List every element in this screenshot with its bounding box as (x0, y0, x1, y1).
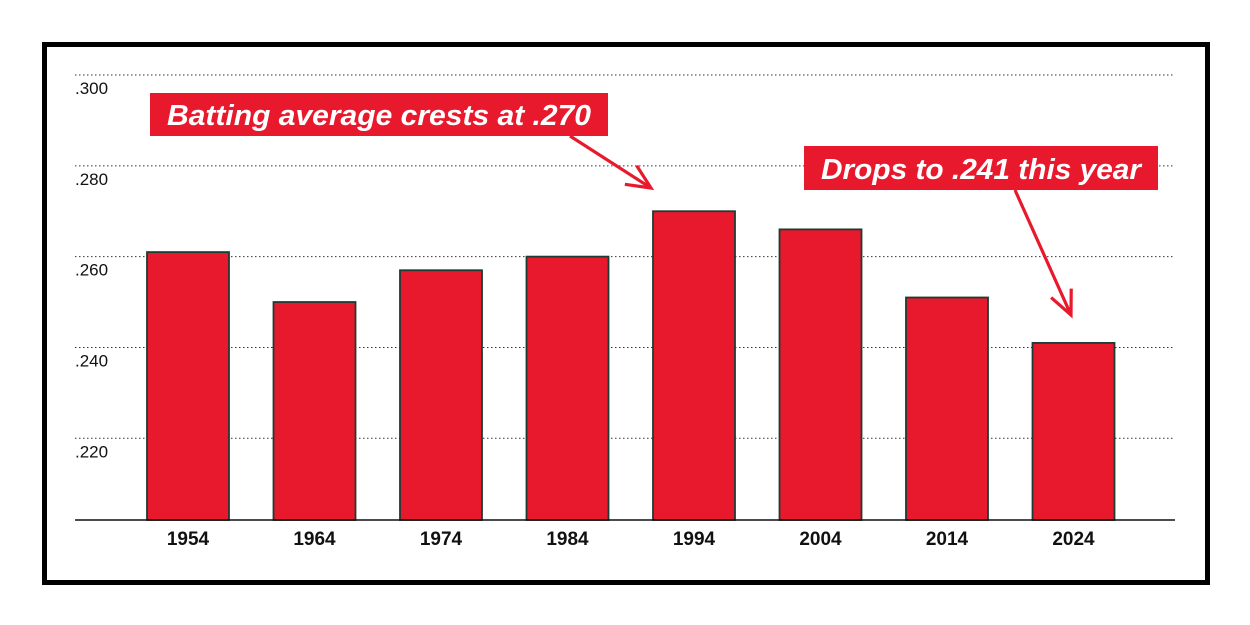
chart-frame (42, 42, 1210, 585)
y-tick-label: .240 (75, 351, 108, 370)
annotation-text: Drops to .241 this year (821, 154, 1143, 186)
x-axis-labels: 1954 1964 1974 1984 1994 2004 2014 2024 (167, 529, 1095, 550)
bars (146, 210, 1116, 521)
x-tick-label: 1984 (546, 529, 589, 550)
annotation-label: Drops to .241 this year (804, 146, 1158, 190)
x-tick-label: 1994 (673, 529, 716, 550)
x-tick-label: 2024 (1052, 529, 1095, 550)
bar-1954 (146, 251, 230, 521)
x-tick-label: 2004 (799, 529, 842, 550)
annotation-box (804, 146, 1158, 190)
annotation-text: Batting average crests at .270 (167, 100, 591, 132)
bar-2004 (778, 228, 863, 521)
x-tick-label: 1954 (167, 529, 210, 550)
bar-1984 (525, 255, 610, 521)
annotation-box (150, 93, 608, 136)
bar-2014 (905, 296, 989, 521)
y-tick-label: .260 (75, 261, 108, 280)
annotation-arrow (569, 134, 655, 191)
annotation-label: Batting average crests at .270 (150, 93, 608, 136)
y-axis-ticks: .220 .240 .260 .280 .300 (75, 79, 108, 461)
annotations: Batting average crests at .270 Drops to .… (150, 93, 1158, 319)
x-tick-label: 1974 (420, 529, 463, 550)
bar-1964 (272, 301, 357, 521)
bar-1994 (652, 210, 736, 521)
y-tick-label: .300 (75, 79, 108, 98)
bar-2024 (1031, 342, 1116, 521)
x-tick-label: 2014 (926, 529, 969, 550)
y-tick-label: .220 (75, 442, 108, 461)
x-tick-label: 1964 (293, 529, 336, 550)
y-tick-label: .280 (75, 170, 108, 189)
annotation-arrow (1013, 189, 1073, 319)
bar-1974 (399, 269, 483, 521)
